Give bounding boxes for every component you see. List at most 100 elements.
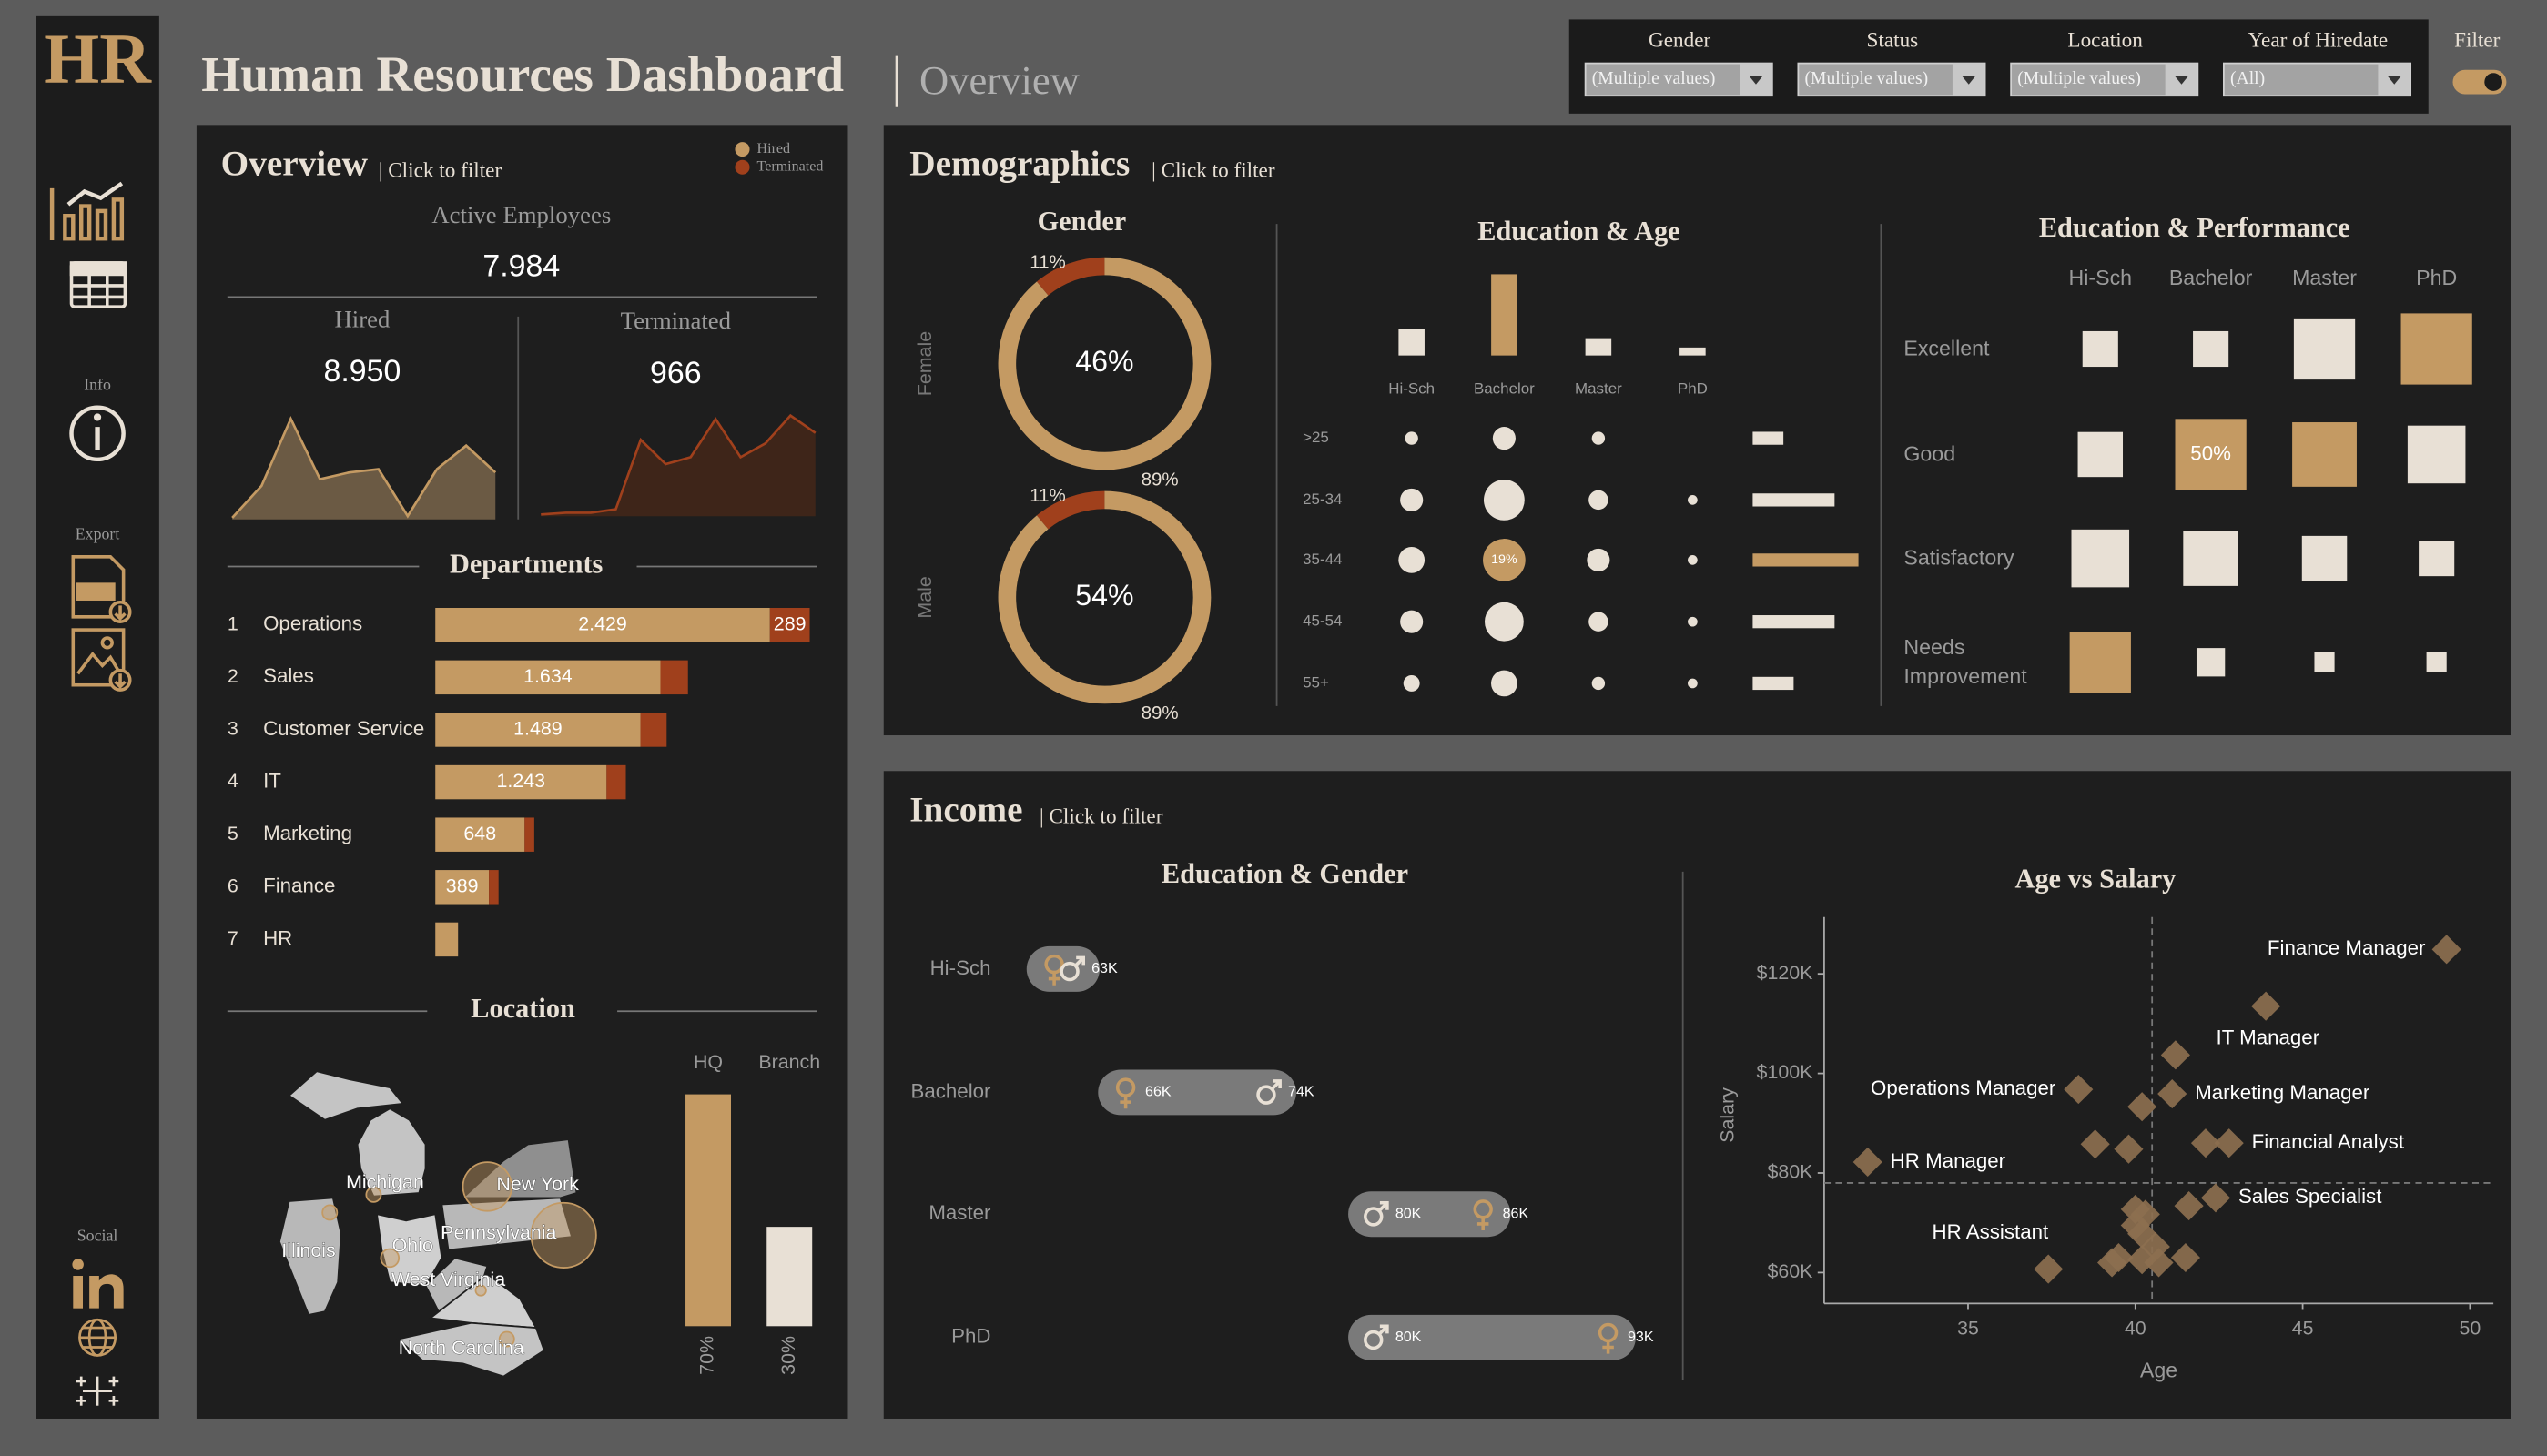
donut-segment-label: 89%	[1142, 703, 1179, 723]
y-tick-label: $60K	[1767, 1260, 1813, 1282]
bar	[685, 1094, 731, 1327]
location-bubble	[462, 1161, 513, 1212]
department-label: Marketing	[263, 822, 352, 844]
gender-marker	[1473, 1199, 1493, 1231]
department-label: Operations	[263, 612, 362, 635]
export-pdf-icon[interactable]	[71, 555, 132, 623]
filter-toggle[interactable]	[2452, 69, 2507, 95]
donut-segment-label: 89%	[1142, 469, 1179, 490]
info-icon[interactable]	[69, 405, 126, 462]
x-axis-title: Age	[2140, 1358, 2177, 1381]
bar-segment	[660, 660, 688, 695]
bar-value-label: 30%	[777, 1336, 799, 1375]
bar	[766, 1227, 813, 1327]
bar-category-label: Branch	[758, 1051, 820, 1073]
cell-square	[2314, 652, 2335, 672]
gender-marker	[1115, 1077, 1136, 1109]
column-label: PhD	[1678, 380, 1708, 398]
kpi-value: 966	[650, 356, 702, 390]
sparkline-area	[541, 415, 816, 517]
row-bar	[1752, 553, 1859, 567]
linkedin-icon[interactable]	[72, 1259, 124, 1309]
row-label: 35-44	[1303, 551, 1342, 568]
location-bubble	[365, 1186, 382, 1203]
legend-label: Terminated	[757, 158, 824, 174]
marker-ring	[1256, 1085, 1276, 1105]
bar-value-label: 1.243	[497, 770, 546, 792]
export-image-icon[interactable]	[71, 628, 132, 692]
bar-value-label: 2.429	[578, 612, 627, 634]
chart-title: Age vs Salary	[2014, 864, 2176, 895]
row-label: Needs Improvement	[1903, 634, 2027, 689]
point-label: HR Manager	[1891, 1149, 2006, 1172]
column-label: Master	[2292, 266, 2357, 289]
rank: 2	[228, 665, 238, 687]
map-shapes	[278, 1070, 578, 1378]
state-label: Illinois	[281, 1239, 335, 1261]
cell-square	[2293, 318, 2356, 380]
rank: 5	[228, 823, 238, 844]
cell-square	[2426, 652, 2447, 672]
dropdown-value: (Multiple values)	[2017, 69, 2141, 88]
point-label: HR Assistant	[1933, 1220, 2049, 1243]
kpi-value: 7.984	[482, 248, 560, 283]
donut-segment-label: 11%	[1030, 251, 1066, 272]
bar-value-label: 389	[446, 875, 479, 896]
cell-bubble	[1591, 431, 1606, 445]
state-label: Ohio	[392, 1235, 433, 1257]
department-label: Finance	[263, 875, 335, 897]
filter-dropdown[interactable]: (All)	[2223, 62, 2411, 97]
filter-label: Location	[2067, 29, 2143, 53]
tableau-icon[interactable]	[76, 1376, 119, 1406]
filter-dropdown[interactable]: (Multiple values)	[1797, 62, 1986, 97]
donut-arc	[1036, 257, 1105, 296]
donut-arc	[1036, 490, 1105, 530]
cell-bubble	[1587, 548, 1610, 571]
bar-segment	[435, 660, 661, 695]
chart-title: Education & Age	[1477, 216, 1679, 247]
location-bubble	[530, 1201, 597, 1269]
dashboard-icon[interactable]	[49, 181, 125, 241]
row-bar	[1752, 493, 1835, 507]
sidebar-label: Info	[84, 376, 111, 394]
x-tick-label: 40	[2125, 1318, 2146, 1340]
panel-hint[interactable]: | Click to filter	[1040, 804, 1163, 828]
bar-value-label: 70%	[696, 1336, 718, 1375]
state-label: New York	[496, 1173, 579, 1195]
marker-arrow	[1074, 956, 1086, 967]
value-label: 86K	[1503, 1205, 1529, 1221]
point-label: Financial Analyst	[2252, 1130, 2405, 1153]
cell-square	[2292, 422, 2357, 487]
panel-title: Income	[909, 791, 1022, 830]
rank: 7	[228, 927, 238, 949]
department-label: Sales	[263, 664, 314, 687]
sparkline-line	[541, 413, 817, 516]
filter-dropdown[interactable]: (Multiple values)	[1584, 62, 1773, 97]
toggle-knob	[2484, 73, 2502, 91]
marker-cross	[1476, 1217, 1489, 1231]
cell-square	[2196, 648, 2226, 677]
panel-hint[interactable]: | Click to filter	[1152, 158, 1275, 182]
location-bubble	[498, 1330, 515, 1348]
row-label: >25	[1303, 429, 1329, 446]
bar-segment	[640, 713, 667, 747]
cell-bubble	[1398, 547, 1426, 573]
cell-bubble	[1483, 480, 1525, 521]
cell-bubble	[1588, 490, 1608, 511]
panel-hint[interactable]: | Click to filter	[379, 158, 502, 182]
rank: 3	[228, 718, 238, 740]
web-icon[interactable]	[78, 1318, 117, 1357]
table-icon[interactable]	[69, 261, 127, 308]
column-bar	[1398, 329, 1425, 356]
marker-ring	[1060, 961, 1080, 982]
column-bar	[1585, 338, 1612, 356]
filter-dropdown[interactable]: (Multiple values)	[2010, 62, 2199, 97]
bar-value-label: 289	[774, 612, 807, 634]
row-label: Master	[928, 1201, 991, 1224]
scatter-point	[2174, 1191, 2204, 1221]
cell-bubble	[1492, 427, 1516, 450]
cell-bubble	[1688, 616, 1698, 627]
location-bubble	[380, 1248, 401, 1269]
sidebar-label: Export	[76, 525, 120, 543]
